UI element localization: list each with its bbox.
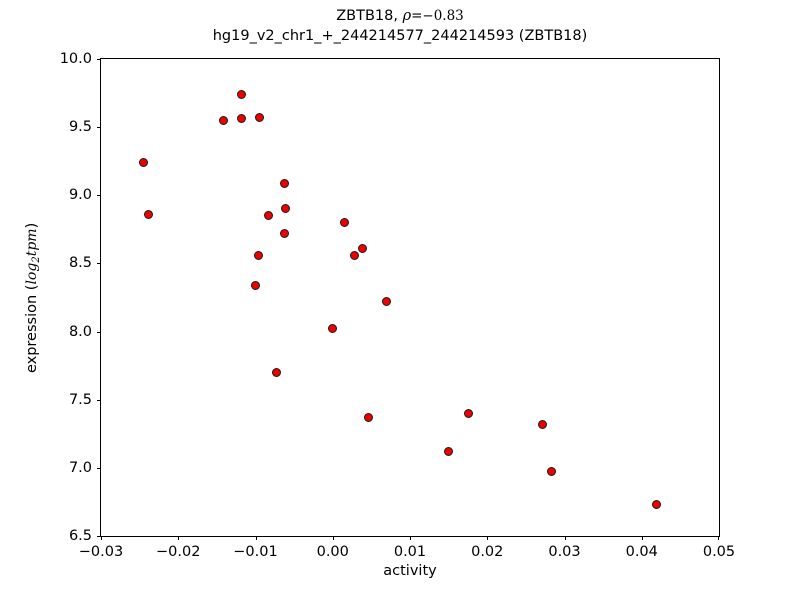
scatter-point — [254, 113, 264, 123]
y-axis-label-prefix: expression ( — [24, 284, 41, 373]
scatter-point — [251, 280, 260, 290]
title-line-region: hg19_v2_chr1_+_244214577_244214593 (ZBTB… — [212, 28, 588, 44]
x-axis-tick-label: −0.03 — [78, 544, 124, 560]
y-axis-tick — [97, 263, 101, 265]
plot-data-area — [101, 59, 721, 538]
y-axis-tick — [97, 536, 101, 537]
x-axis-label: activity — [383, 563, 437, 579]
y-axis-label-text: expression (log2tpm) — [24, 222, 42, 372]
y-axis-tick-label: 7.5 — [68, 391, 92, 408]
x-axis-tick — [178, 536, 180, 540]
x-axis-tick — [332, 536, 334, 540]
x-axis-tick-label: −0.01 — [233, 544, 278, 560]
scatter-point — [281, 204, 291, 214]
y-axis-label-subscript: 2 — [30, 255, 42, 263]
x-axis-tick — [487, 536, 489, 540]
y-axis-tick — [97, 467, 101, 469]
x-axis-tick — [641, 536, 643, 540]
y-axis-label-tpm: tpm — [24, 228, 41, 256]
y-axis-tick — [97, 59, 101, 60]
y-axis-label-suffix: ) — [24, 222, 41, 229]
y-axis-tick — [97, 195, 101, 197]
y-axis-tick — [97, 399, 101, 401]
scatter-point — [358, 243, 368, 253]
scatter-point — [237, 89, 247, 99]
scatter-point — [339, 218, 349, 228]
scatter-point — [143, 209, 153, 219]
x-axis-tick — [564, 536, 566, 540]
x-axis-tick-label: 0.03 — [548, 544, 581, 560]
scatter-point — [444, 447, 454, 456]
figure-title: ZBTB18, ρ=−0.83 hg19_v2_chr1_+_244214577… — [0, 6, 800, 46]
rho-symbol: ρ — [402, 8, 412, 24]
plot-axes-frame: 6.5 7.0 7.5 8.0 8.5 9.0 9.5 10.0 −0.03 −0.02 −0.01… — [60, 51, 735, 560]
y-axis-tick — [97, 127, 101, 129]
scatter-point — [363, 412, 373, 422]
x-axis-tick-label: −0.02 — [156, 544, 201, 560]
scatter-point — [271, 367, 281, 377]
scatter-point — [219, 115, 229, 125]
title-line-gene: ZBTB18, ρ=−0.83 — [0, 6, 800, 26]
scatter-point — [382, 297, 392, 307]
x-axis-tick-label: 0.05 — [702, 544, 736, 560]
x-axis-tick — [410, 536, 411, 540]
x-axis-tick — [101, 536, 102, 540]
y-axis-tick-label: 9.5 — [68, 119, 92, 136]
scatter-point — [464, 408, 474, 418]
scatter-point — [254, 250, 264, 260]
scatter-point — [546, 467, 556, 477]
y-axis-tick-label: 7.0 — [68, 459, 92, 476]
x-axis-tick-label: 0.04 — [625, 544, 658, 560]
y-axis-label: expression (log2tpm) — [22, 58, 44, 537]
scatter-point — [279, 228, 289, 238]
x-axis-tick-label: 0.02 — [471, 544, 504, 560]
scatter-point — [651, 500, 661, 510]
x-axis-tick-label: 0.00 — [316, 544, 349, 560]
y-axis-tick-label: 6.5 — [68, 528, 92, 544]
y-axis-tick-label: 9.0 — [68, 187, 92, 204]
scatter-point — [538, 419, 548, 429]
y-axis-tick — [97, 331, 101, 333]
x-axis-tick — [718, 536, 719, 540]
title-gene-name: ZBTB18, — [336, 8, 398, 24]
x-axis-tick-label: 0.01 — [393, 544, 427, 560]
y-axis-tick-label: 10.0 — [59, 51, 92, 67]
scatter-point — [264, 211, 274, 221]
y-axis-tick-label: 8.5 — [68, 255, 92, 272]
y-axis-tick-label: 8.0 — [68, 323, 92, 340]
scatter-point — [328, 324, 338, 334]
scatter-point — [138, 158, 148, 168]
rho-value: =−0.83 — [411, 8, 464, 24]
scatter-point — [279, 178, 289, 188]
scatter-point — [349, 250, 359, 260]
x-axis-tick — [255, 536, 257, 540]
scatter-point — [237, 114, 247, 124]
y-axis-label-log: log — [24, 262, 41, 285]
